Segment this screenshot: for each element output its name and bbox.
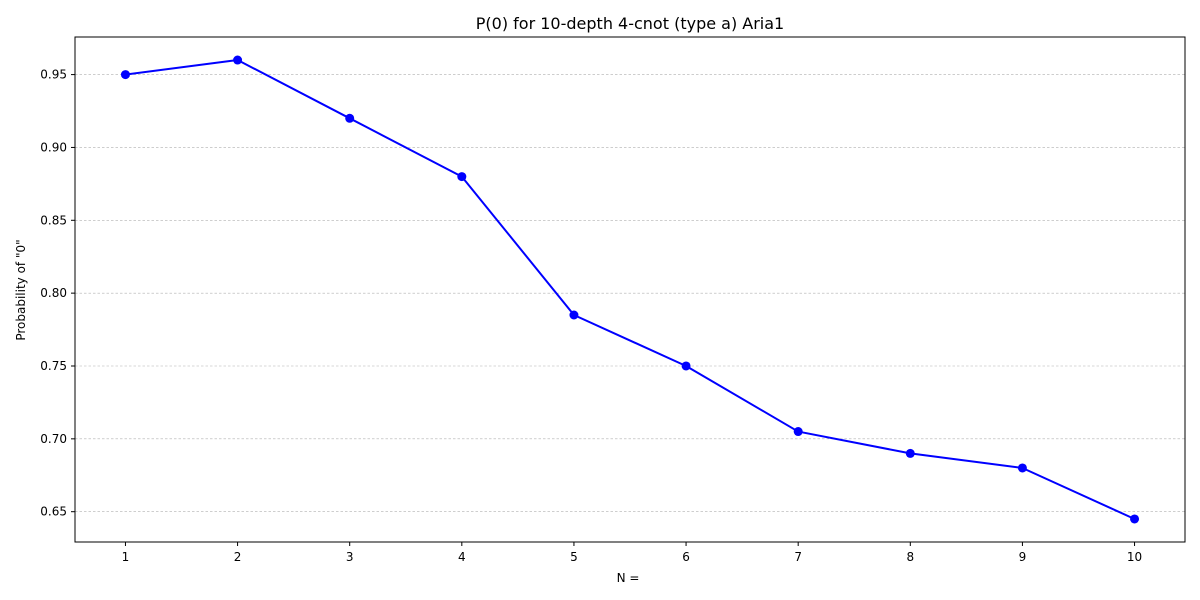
x-tick-label: 4 [458, 550, 466, 564]
x-tick-label: 9 [1019, 550, 1027, 564]
x-tick-label: 6 [682, 550, 690, 564]
y-axis: 0.65 0.70 0.75 0.80 0.85 0.90 0.95 [40, 68, 75, 519]
grid [75, 74, 1185, 512]
data-point [1017, 463, 1027, 473]
y-tick-label: 0.65 [40, 505, 67, 519]
x-tick-label: 5 [570, 550, 578, 564]
x-tick-label: 8 [906, 550, 914, 564]
data-point [457, 172, 467, 182]
series-layer [120, 55, 1140, 524]
data-point [233, 55, 243, 65]
y-tick-label: 0.70 [40, 432, 67, 446]
plot-frame [74, 36, 1186, 543]
y-tick-label: 0.90 [40, 140, 67, 154]
y-tick-label: 0.95 [40, 68, 67, 82]
x-tick-label: 10 [1127, 550, 1142, 564]
series-line [125, 59, 1135, 520]
x-tick-label: 2 [234, 550, 242, 564]
data-point [681, 361, 691, 371]
x-axis: 1 2 3 4 5 6 7 8 9 10 [122, 542, 1142, 564]
data-point [569, 310, 579, 320]
y-tick-label: 0.85 [40, 213, 67, 227]
data-point [345, 113, 355, 123]
y-tick-label: 0.80 [40, 286, 67, 300]
y-axis-label: Probability of "0" [14, 239, 28, 340]
y-tick-label: 0.75 [40, 359, 67, 373]
data-point [905, 448, 915, 458]
x-tick-label: 1 [122, 550, 130, 564]
x-tick-label: 7 [794, 550, 802, 564]
x-axis-label: N = [617, 571, 640, 585]
data-point [793, 427, 803, 437]
x-tick-label: 3 [346, 550, 354, 564]
data-point [120, 70, 130, 80]
data-point [1130, 514, 1140, 524]
chart-title: P(0) for 10-depth 4-cnot (type a) Aria1 [476, 14, 784, 33]
